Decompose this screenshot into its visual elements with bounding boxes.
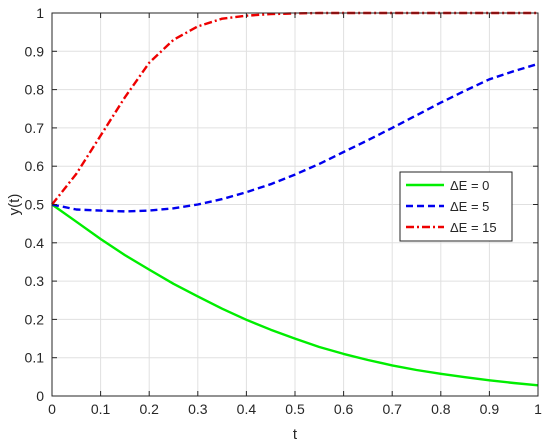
y-tick-label: 0.4 <box>25 235 45 251</box>
y-tick-label: 0.7 <box>25 120 45 136</box>
y-axis-label: y(t) <box>6 194 23 216</box>
y-tick-label: 0.6 <box>25 158 45 174</box>
y-tick-label: 1 <box>36 5 44 21</box>
series-line-0 <box>51 203 539 387</box>
legend-label: ΔE = 0 <box>450 178 489 193</box>
x-tick-label: 0.5 <box>285 401 305 417</box>
x-tick-label: 0.8 <box>431 401 451 417</box>
series-line-1 <box>51 62 539 213</box>
y-tick-label: 0.2 <box>25 311 45 327</box>
y-tick-label: 0 <box>36 388 44 404</box>
x-tick-label: 0 <box>48 401 56 417</box>
y-tick-label: 0.5 <box>25 197 45 213</box>
y-tick-label: 0.9 <box>25 43 45 59</box>
legend-label: ΔE = 5 <box>450 199 489 214</box>
x-tick-label: 1 <box>534 401 542 417</box>
x-tick-label: 0.4 <box>237 401 257 417</box>
y-tick-label: 0.1 <box>25 350 45 366</box>
x-axis-label: t <box>293 426 298 443</box>
x-tick-label: 0.9 <box>480 401 500 417</box>
x-tick-label: 0.1 <box>91 401 111 417</box>
x-tick-label: 0.6 <box>334 401 354 417</box>
x-tick-label: 0.7 <box>382 401 402 417</box>
legend-label: ΔE = 15 <box>450 220 497 235</box>
x-tick-label: 0.3 <box>188 401 208 417</box>
y-tick-label: 0.8 <box>25 82 45 98</box>
x-tick-label: 0.2 <box>139 401 159 417</box>
y-tick-label: 0.3 <box>25 273 45 289</box>
